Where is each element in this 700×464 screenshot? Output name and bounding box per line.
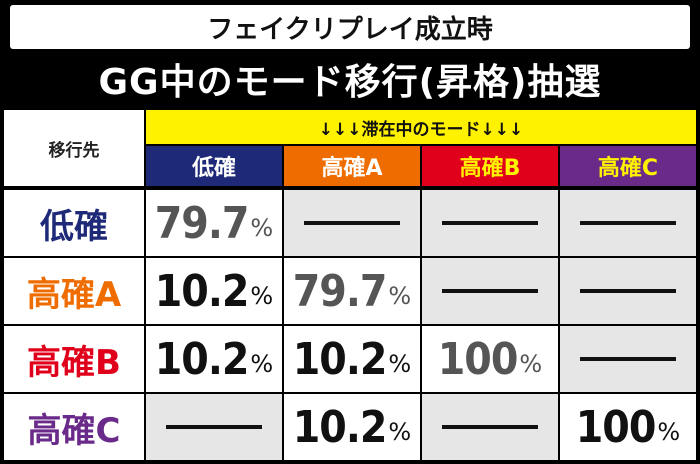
empty-cell (146, 394, 282, 460)
row-header-1: 低確 (4, 190, 144, 256)
empty-cell (422, 190, 558, 256)
value-number: 10.2 (154, 265, 250, 317)
dash-mark (304, 221, 400, 225)
dash-mark (580, 357, 676, 361)
value-cell: 100% (422, 326, 558, 392)
value-cell: 79.7% (284, 258, 420, 324)
value-cell: 79.7% (146, 190, 282, 256)
empty-cell (560, 258, 696, 324)
empty-cell (422, 258, 558, 324)
value-unit: % (250, 214, 274, 242)
row-header-3: 高確B (4, 326, 144, 392)
page-title: フェイクリプレイ成立時 (10, 5, 690, 49)
value-unit: % (388, 418, 412, 446)
column-header-2: 高確A (284, 146, 420, 186)
value-unit: % (657, 418, 681, 446)
value-unit: % (250, 282, 274, 310)
value-number: 100 (575, 401, 657, 453)
empty-cell (284, 190, 420, 256)
dash-mark (166, 425, 262, 429)
value-number: 10.2 (292, 333, 388, 385)
dash-mark (442, 289, 538, 293)
dash-mark (442, 425, 538, 429)
column-header-3: 高確B (422, 146, 558, 186)
value-cell: 10.2% (146, 258, 282, 324)
value-number: 100 (437, 333, 519, 385)
value-number: 10.2 (154, 333, 250, 385)
empty-cell (560, 326, 696, 392)
column-header-1: 低確 (146, 146, 282, 186)
value-number: 79.7 (154, 197, 250, 249)
dash-mark (580, 289, 676, 293)
value-cell: 10.2% (284, 394, 420, 460)
row-header-4: 高確C (4, 394, 144, 460)
value-number: 10.2 (292, 401, 388, 453)
value-cell: 10.2% (146, 326, 282, 392)
value-cell: 100% (560, 394, 696, 460)
dash-mark (442, 221, 538, 225)
current-mode-header: ↓↓↓滞在中のモード↓↓↓ (146, 110, 696, 144)
value-unit: % (519, 350, 543, 378)
value-unit: % (388, 350, 412, 378)
value-number: 79.7 (292, 265, 388, 317)
row-header-2: 高確A (4, 258, 144, 324)
value-unit: % (250, 350, 274, 378)
empty-cell (560, 190, 696, 256)
empty-cell (422, 394, 558, 460)
corner-header: 移行先 (4, 110, 144, 186)
dash-mark (580, 221, 676, 225)
value-unit: % (388, 282, 412, 310)
value-cell: 10.2% (284, 326, 420, 392)
page-subtitle: GG中のモード移行(昇格)抽選 (98, 62, 602, 103)
column-header-4: 高確C (560, 146, 696, 186)
